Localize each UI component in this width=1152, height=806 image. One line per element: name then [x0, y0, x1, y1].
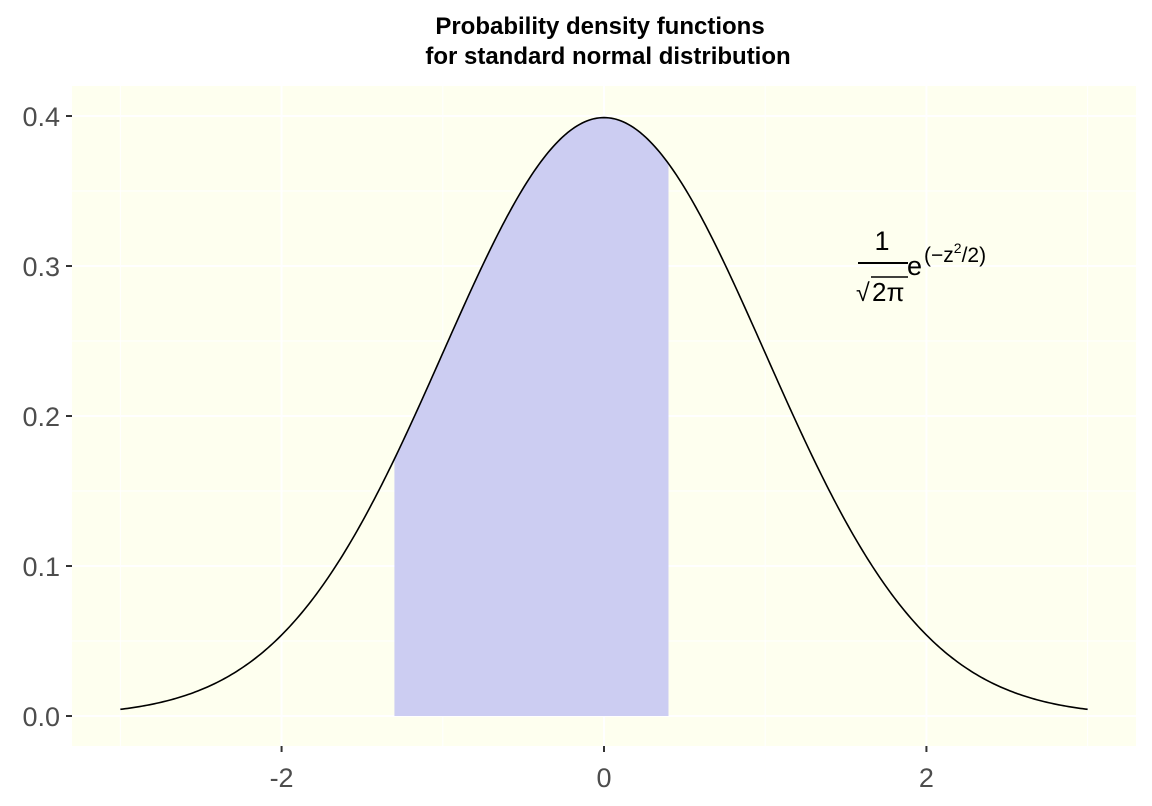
formula-exponent: (−z2/2)	[924, 240, 986, 267]
shaded-area	[394, 117, 669, 717]
x-axis-tick-label: 2	[919, 763, 934, 793]
formula-annotation: 1 √ 2π e (−z2/2)	[856, 226, 986, 307]
y-axis-tick-label: 0.0	[22, 702, 60, 732]
formula-exp-var: z	[943, 244, 954, 267]
chart-title-line1: Probability density functions	[435, 13, 764, 40]
formula-exp-pow: 2	[954, 240, 962, 256]
density-curve	[120, 116, 1088, 711]
formula-numerator: 1	[874, 226, 889, 256]
x-axis: -2 0 2	[270, 746, 934, 793]
shaded-area-layer	[394, 117, 669, 717]
x-axis-tick-label: -2	[270, 763, 294, 793]
chart-title-line2: for standard normal distribution	[425, 43, 790, 70]
x-axis-tick-label: 0	[596, 763, 611, 793]
y-axis-tick-label: 0.2	[22, 402, 60, 432]
density-curve-layer	[120, 116, 1088, 711]
formula-exp-minus: −	[931, 244, 943, 267]
formula-exp-open: (	[924, 244, 931, 267]
formula-radical: √	[856, 279, 870, 307]
formula-base: e	[907, 251, 922, 281]
y-axis-tick-label: 0.3	[22, 252, 60, 282]
formula-radicand: 2π	[872, 277, 904, 307]
y-axis-tick-label: 0.4	[22, 102, 60, 132]
y-axis: 0.0 0.1 0.2 0.3 0.4	[22, 102, 72, 732]
y-axis-tick-label: 0.1	[22, 552, 60, 582]
formula-exp-rest: /2)	[962, 244, 987, 267]
